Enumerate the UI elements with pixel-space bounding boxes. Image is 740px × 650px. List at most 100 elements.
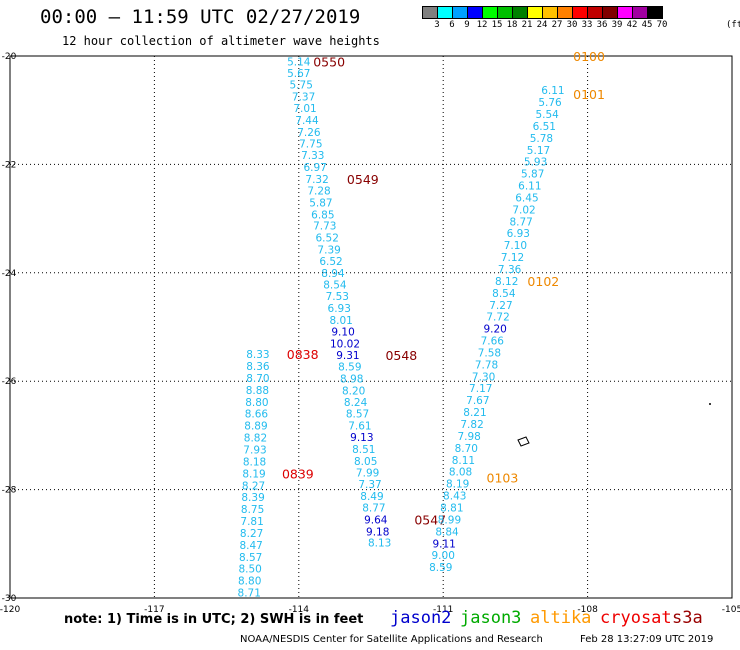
legend-label: 15 — [491, 20, 503, 30]
pass-time-label: 0839 — [282, 466, 314, 481]
swh-value: 7.01 — [293, 103, 316, 115]
swh-value: 8.12 — [495, 276, 518, 288]
swh-value: 8.19 — [446, 479, 469, 491]
swh-value: 7.17 — [469, 383, 492, 395]
legend-color-bar — [422, 6, 663, 19]
map-frame — [9, 55, 733, 599]
swh-value: 5.75 — [290, 80, 313, 92]
swh-value: 8.20 — [342, 385, 365, 397]
swh-value: 8.51 — [352, 444, 375, 456]
swh-value: 6.11 — [518, 181, 541, 193]
swh-value: 8.81 — [440, 502, 463, 514]
swh-value: 8.43 — [443, 491, 466, 503]
swh-value: 7.58 — [478, 347, 501, 359]
swh-value: 8.77 — [509, 216, 532, 228]
pass-time-label: 0550 — [313, 54, 345, 69]
legend-label: 27 — [551, 20, 563, 30]
y-tick-label: -30 — [2, 594, 17, 604]
swh-value: 8.80 — [238, 576, 261, 588]
pass-time-label: 0101 — [573, 87, 605, 102]
island-dot — [709, 403, 711, 405]
swh-value: 9.00 — [432, 550, 455, 562]
legend-label: 36 — [596, 20, 608, 30]
swh-value: 8.27 — [240, 528, 263, 540]
y-tick-label: -28 — [2, 486, 17, 496]
swh-value: 8.70 — [455, 443, 478, 455]
legend-label: 12 — [476, 20, 488, 30]
legend-label: 39 — [611, 20, 623, 30]
swh-value: 8.05 — [354, 456, 377, 468]
swh-value: 7.32 — [305, 174, 328, 186]
mission-cryosat: cryosat — [600, 608, 672, 628]
swh-value: 7.81 — [240, 516, 263, 528]
swh-value: 9.18 — [366, 526, 389, 538]
swh-value: 5.67 — [287, 68, 310, 80]
swh-value: 9.31 — [336, 350, 359, 362]
swh-value: 8.84 — [435, 526, 459, 538]
swh-value: 7.27 — [489, 300, 512, 312]
swh-value: 7.82 — [460, 419, 483, 431]
swh-value: 8.99 — [438, 514, 461, 526]
pass-time-label: 0102 — [527, 274, 559, 289]
swh-value: 6.97 — [303, 162, 326, 174]
mission-s3a: s3a — [672, 608, 703, 628]
swh-value: 6.51 — [533, 121, 556, 133]
legend-label: 30 — [566, 20, 578, 30]
swh-value: 8.59 — [338, 362, 361, 374]
swh-value: 8.54 — [492, 288, 516, 300]
pass-time-label: 0100 — [573, 49, 605, 64]
swh-value: 8.08 — [449, 467, 472, 479]
swh-value: 8.75 — [241, 504, 264, 516]
swh-value: 8.21 — [463, 407, 486, 419]
swh-value: 6.52 — [316, 233, 339, 245]
swh-value: 8.18 — [243, 456, 266, 468]
pass-time-label: 0547 — [414, 512, 446, 527]
swh-value: 8.59 — [429, 562, 452, 574]
swh-value: 9.20 — [483, 324, 506, 336]
swh-value: 8.27 — [242, 480, 265, 492]
swh-value: 7.67 — [466, 395, 489, 407]
swh-value: 8.98 — [340, 373, 363, 385]
swh-value: 8.47 — [239, 540, 262, 552]
y-tick-label: -22 — [2, 160, 17, 170]
mission-altika: altika — [530, 608, 592, 628]
legend-label: 6 — [449, 20, 455, 30]
swh-value: 7.37 — [358, 479, 381, 491]
y-tick-label: -24 — [2, 269, 17, 279]
swh-value: 8.57 — [346, 409, 369, 421]
swh-value: 9.13 — [350, 432, 373, 444]
swh-value: 7.02 — [512, 204, 535, 216]
swh-value: 5.87 — [309, 197, 332, 209]
island-outline — [517, 436, 530, 447]
swh-value: 7.33 — [301, 150, 324, 162]
legend-label: 21 — [521, 20, 533, 30]
swh-value: 7.30 — [472, 371, 495, 383]
y-tick-label: -20 — [2, 52, 17, 62]
legend-label: 9 — [464, 20, 470, 30]
swh-value: 8.71 — [238, 588, 261, 600]
swh-value: 6.45 — [515, 192, 538, 204]
swh-value: 7.61 — [348, 421, 371, 433]
swh-value: 8.57 — [239, 552, 262, 564]
legend-unit: (ft) — [726, 20, 740, 30]
swh-value: 8.80 — [245, 397, 268, 409]
swh-value: 5.78 — [530, 133, 553, 145]
footer-note: note: 1) Time is in UTC; 2) SWH is in fe… — [64, 612, 364, 627]
swh-value: 7.73 — [313, 221, 336, 233]
y-tick-label: -26 — [2, 377, 17, 387]
swh-value: 8.54 — [323, 280, 347, 292]
swh-value: 8.94 — [321, 268, 345, 280]
pass-time-label: 0549 — [347, 172, 379, 187]
swh-value: 5.54 — [535, 109, 559, 121]
swh-value: 6.11 — [541, 85, 564, 97]
swh-value: 7.26 — [297, 127, 321, 139]
swh-value: 7.66 — [481, 336, 505, 348]
swh-value: 7.28 — [307, 185, 330, 197]
swh-value: 7.44 — [295, 115, 319, 127]
legend-label: 33 — [581, 20, 593, 30]
swh-value: 6.93 — [328, 303, 351, 315]
swh-value: 8.39 — [241, 492, 264, 504]
x-tick-label: -108 — [577, 605, 598, 615]
swh-value: 7.93 — [243, 444, 266, 456]
